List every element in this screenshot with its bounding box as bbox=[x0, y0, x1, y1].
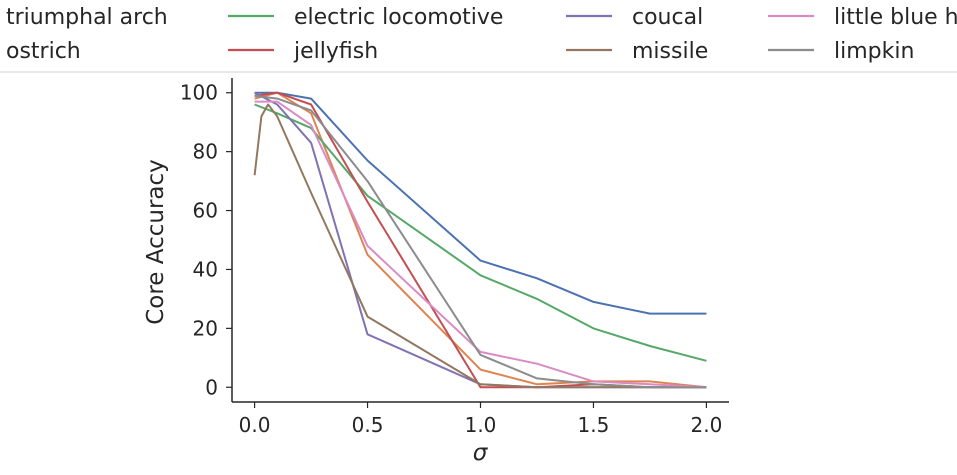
x-tick-label: 0.5 bbox=[352, 413, 384, 437]
legend-label-jellyfish: jellyfish bbox=[293, 39, 378, 64]
y-axis-title: Core Accuracy bbox=[143, 159, 169, 325]
series-line-little-blue-heron bbox=[254, 100, 707, 389]
x-tick-label: 0.0 bbox=[239, 413, 271, 437]
series-line-triumphal-arch bbox=[254, 91, 707, 315]
legend-label-coucal: coucal bbox=[632, 5, 703, 30]
x-axis-title: σ bbox=[473, 440, 489, 466]
x-tick-label: 1.0 bbox=[465, 413, 497, 437]
legend-label-ostrich: ostrich bbox=[6, 39, 81, 64]
x-ticks: 0.0 0.5 1.0 1.5 2.0 bbox=[239, 402, 723, 437]
legend-label-triumphal-arch: triumphal arch bbox=[6, 5, 168, 30]
x-tick-label: 1.5 bbox=[578, 413, 610, 437]
series-line-electric-locomotive bbox=[254, 103, 707, 362]
legend-label-missile: missile bbox=[632, 39, 708, 64]
y-tick-label: 80 bbox=[193, 140, 218, 164]
x-tick-label: 2.0 bbox=[691, 413, 723, 437]
legend: triumphal arch electric locomotive coucal l… bbox=[6, 5, 957, 64]
series-line-ostrich bbox=[254, 91, 707, 389]
plot-area: 0.0 0.5 1.0 1.5 2.0 0 20 40 60 80 100 σ Core Accu… bbox=[143, 78, 729, 466]
y-tick-label: 0 bbox=[205, 375, 218, 399]
y-tick-label: 100 bbox=[180, 81, 218, 105]
series-line-missile bbox=[253, 103, 707, 389]
legend-label-limpkin: limpkin bbox=[834, 39, 914, 64]
y-tick-label: 60 bbox=[193, 199, 218, 223]
y-tick-label: 20 bbox=[193, 316, 218, 340]
legend-label-little-blue-heron: little blue heron bbox=[834, 5, 957, 30]
series-line-limpkin bbox=[254, 94, 707, 389]
legend-label-electric-locomotive: electric locomotive bbox=[294, 5, 503, 30]
y-tick-label: 40 bbox=[193, 257, 218, 281]
series-layer bbox=[253, 91, 707, 389]
y-ticks: 0 20 40 60 80 100 bbox=[180, 81, 232, 399]
